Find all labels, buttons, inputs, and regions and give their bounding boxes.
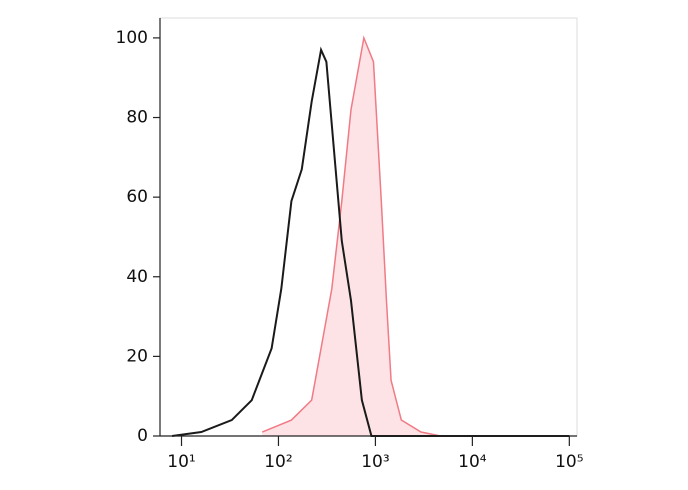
y-tick-label: 20	[126, 346, 148, 366]
x-tick-label: 10¹	[167, 452, 195, 472]
histogram-area	[262, 37, 441, 437]
histogram-line	[171, 46, 570, 437]
x-tick-label: 10⁵	[555, 452, 583, 472]
y-tick-label: 80	[126, 108, 148, 128]
histogram-line	[261, 35, 441, 437]
x-tick-label: 10⁴	[458, 452, 487, 472]
y-tick-label: 100	[116, 28, 148, 48]
x-tick-label: 10³	[361, 452, 389, 472]
y-tick-label: 0	[137, 426, 148, 446]
y-tick-label: 60	[126, 187, 148, 207]
y-tick-label: 40	[126, 267, 148, 287]
x-tick-label: 10²	[264, 452, 292, 472]
